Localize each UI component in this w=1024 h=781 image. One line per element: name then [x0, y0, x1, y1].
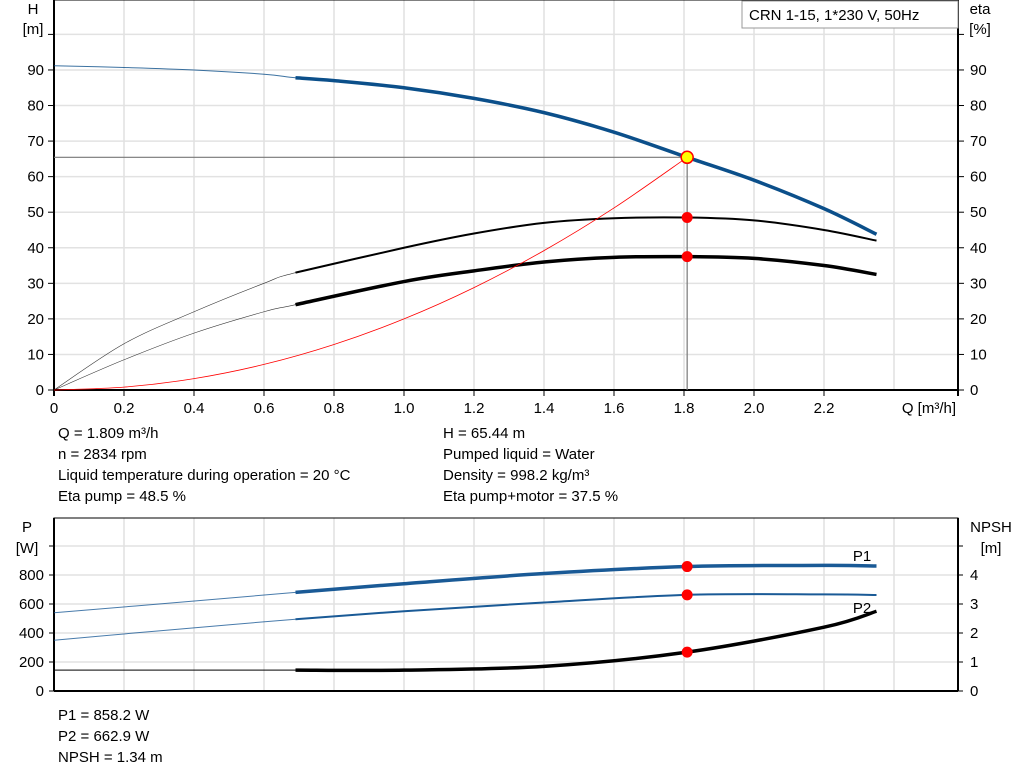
x-tick-label: 1.6: [604, 400, 625, 417]
info-bottom: P1 = 858.2 W P2 = 662.9 W NPSH = 1.34 m: [58, 705, 163, 768]
y-tick-label-right: 30: [970, 275, 987, 292]
y-tick-label-right: 0: [970, 683, 978, 700]
y-axis-unit-left: [m]: [23, 21, 44, 38]
legend-box-label: CRN 1-15, 1*230 V, 50Hz: [749, 7, 919, 24]
y-axis-label-left: P: [22, 519, 32, 536]
y-tick-label-right: 0: [970, 382, 978, 399]
y-tick-label-right: 90: [970, 62, 987, 79]
info-p2: P2 = 662.9 W: [58, 728, 150, 745]
info-p1: P1 = 858.2 W: [58, 707, 150, 724]
y-tick-label-left: 400: [19, 625, 44, 642]
y-tick-label-left: 50: [27, 204, 44, 221]
y-tick-label-right: 40: [970, 240, 987, 257]
y-tick-label-left: 20: [27, 311, 44, 328]
info-top-left: Q = 1.809 m³/h n = 2834 rpm Liquid tempe…: [58, 423, 350, 507]
info-eta-pump: Eta pump = 48.5 %: [58, 488, 186, 505]
y-tick-label-left: 10: [27, 346, 44, 363]
x-tick-label: 1.2: [464, 400, 485, 417]
head-curve: [295, 76, 878, 236]
info-liquid-temperature: Liquid temperature during operation = 20…: [58, 467, 351, 484]
info-pumped-liquid: Pumped liquid = Water: [443, 446, 595, 463]
y-tick-label-left: 40: [27, 240, 44, 257]
y-axis-unit-right: [%]: [969, 21, 991, 38]
y-tick-label-left: 800: [19, 567, 44, 584]
duty-point-p1: [681, 561, 693, 573]
y-tick-label-right: 20: [970, 311, 987, 328]
y-tick-label-right: 10: [970, 346, 987, 363]
y-axis-unit-right: [m]: [981, 540, 1002, 557]
y-tick-label-right: 70: [970, 133, 987, 150]
legend-box: [741, 0, 959, 29]
duty-point-p2: [681, 589, 693, 601]
y-tick-label-right: 50: [970, 204, 987, 221]
system-curve: [53, 156, 688, 391]
y-tick-label-left: 200: [19, 654, 44, 671]
y-tick-label-left: 70: [27, 133, 44, 150]
series-label-p2: P2: [853, 600, 871, 617]
y-axis-unit-left: [W]: [16, 540, 39, 557]
y-tick-label-right: 2: [970, 625, 978, 642]
x-tick-label: 1.4: [534, 400, 555, 417]
y-tick-label-left: 0: [36, 683, 44, 700]
NPSH-curve: [295, 609, 878, 673]
y-tick-label-left: 80: [27, 98, 44, 115]
head-chart: [48, 0, 964, 396]
y-tick-label-right: 3: [970, 596, 978, 613]
y-tick-label-left: 60: [27, 169, 44, 186]
x-tick-label: 0.2: [114, 400, 135, 417]
x-tick-label: 2.0: [744, 400, 765, 417]
x-tick-label: 2.2: [814, 400, 835, 417]
y-tick-label-left: 0: [36, 382, 44, 399]
y-axis-label-left: H: [28, 1, 39, 18]
x-axis-label: Q [m³/h]: [902, 400, 956, 417]
duty-point-eta-pump: [681, 212, 693, 224]
duty-point-head: [680, 150, 694, 165]
P1-curve: [295, 563, 877, 595]
y-tick-label-left: 600: [19, 596, 44, 613]
x-tick-label: 0: [50, 400, 58, 417]
x-tick-label: 0.4: [184, 400, 205, 417]
y-tick-label-right: 80: [970, 98, 987, 115]
plot-frame: [53, 0, 959, 391]
info-flow: Q = 1.809 m³/h: [58, 425, 159, 442]
P2-curve: [295, 593, 877, 621]
info-speed: n = 2834 rpm: [58, 446, 147, 463]
x-tick-label: 1.8: [674, 400, 695, 417]
duty-point-eta-total: [681, 251, 693, 263]
x-tick-label: 0.8: [324, 400, 345, 417]
info-npsh: NPSH = 1.34 m: [58, 749, 163, 766]
y-axis-label-right: eta: [970, 1, 992, 18]
info-head: H = 65.44 m: [443, 425, 526, 442]
info-top-right: H = 65.44 m Pumped liquid = Water Densit…: [443, 423, 618, 507]
info-eta-total: Eta pump+motor = 37.5 %: [443, 488, 619, 505]
x-tick-label: 1.0: [394, 400, 415, 417]
y-tick-label-right: 60: [970, 169, 987, 186]
y-tick-label-right: 4: [970, 567, 978, 584]
info-density: Density = 998.2 kg/m³: [443, 467, 590, 484]
duty-point-npsh: [681, 646, 693, 658]
y-tick-label-left: 90: [27, 62, 44, 79]
y-axis-label-right: NPSH: [970, 519, 1012, 536]
series-label-p1: P1: [853, 548, 871, 565]
eta_pump-curve: [295, 216, 877, 274]
eta_total-curve: [295, 254, 877, 307]
y-tick-label-left: 30: [27, 275, 44, 292]
eta_total-curve-extended: [53, 281, 405, 391]
x-tick-label: 0.6: [254, 400, 275, 417]
y-tick-label-right: 1: [970, 654, 978, 671]
